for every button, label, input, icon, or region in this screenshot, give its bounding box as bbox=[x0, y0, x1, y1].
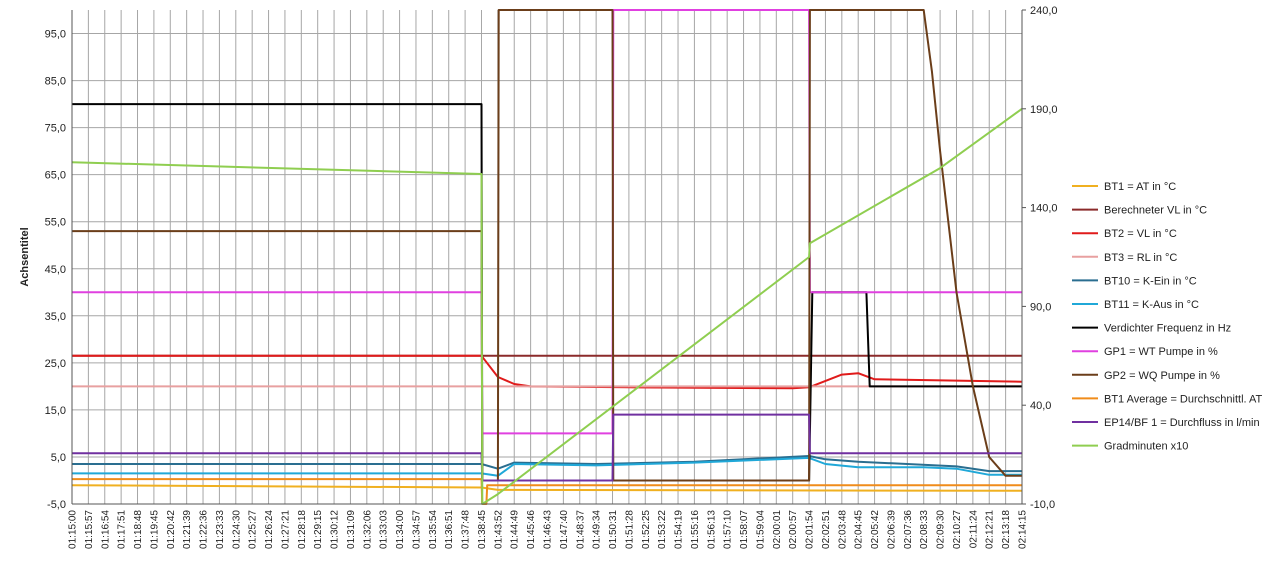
x-tick-label: 02:00:01 bbox=[772, 510, 783, 549]
x-tick-label: 02:00:57 bbox=[788, 510, 799, 549]
y-left-tick-label: 95,0 bbox=[45, 29, 66, 41]
x-tick-label: 01:35:54 bbox=[428, 510, 439, 549]
x-tick-label: 01:22:36 bbox=[199, 510, 210, 549]
axes: 95,0 85,0 75,0 65,0 55,0 45,0 35,0 25,0 15,0 5,0 -… bbox=[45, 5, 1058, 549]
y-right-tick-label: -10,0 bbox=[1030, 499, 1055, 511]
y-right-tick-label: 140,0 bbox=[1030, 203, 1058, 215]
x-tick-label: 01:53:22 bbox=[657, 510, 668, 549]
x-tick-label: 02:01:54 bbox=[805, 510, 816, 549]
x-tick-label: 01:47:40 bbox=[559, 510, 570, 549]
x-tick-label: 01:30:12 bbox=[330, 510, 341, 549]
y-right-tick-label: 190,0 bbox=[1030, 104, 1058, 116]
y-left-tick-label: 55,0 bbox=[45, 217, 66, 229]
x-tick-label: 01:32:06 bbox=[362, 510, 373, 549]
legend-label: Gradminuten x10 bbox=[1104, 441, 1188, 453]
x-tick-label: 01:58:07 bbox=[739, 510, 750, 549]
x-tick-label: 01:27:21 bbox=[280, 510, 291, 549]
x-tick-label: 01:57:10 bbox=[723, 510, 734, 549]
legend-label: EP14/BF 1 = Durchfluss in l/min bbox=[1104, 417, 1260, 429]
y-left-tick-label: 15,0 bbox=[45, 405, 66, 417]
series-line bbox=[72, 103, 1022, 482]
x-tick-label: 01:55:16 bbox=[690, 510, 701, 549]
x-tick-label: 02:10:27 bbox=[952, 510, 963, 549]
x-tick-label: 01:31:09 bbox=[346, 510, 357, 549]
x-tick-label: 01:34:57 bbox=[411, 510, 422, 549]
x-tick-label: 01:20:42 bbox=[166, 510, 177, 549]
y-left-tick-label: 45,0 bbox=[45, 264, 66, 276]
x-tick-label: 01:49:34 bbox=[592, 510, 603, 549]
y-left-tick-label: 65,0 bbox=[45, 170, 66, 182]
x-tick-label: 01:17:51 bbox=[117, 510, 128, 549]
x-tick-label: 01:33:03 bbox=[379, 510, 390, 549]
x-tick-label: 01:46:43 bbox=[543, 510, 554, 549]
x-tick-label: 02:08:33 bbox=[919, 510, 930, 549]
x-tick-label: 01:15:00 bbox=[68, 510, 79, 549]
x-tick-label: 01:15:57 bbox=[84, 510, 95, 549]
x-tick-label: 01:54:19 bbox=[674, 510, 685, 549]
x-tick-label: 01:45:46 bbox=[526, 510, 537, 549]
legend-label: BT10 = K-Ein in °C bbox=[1104, 275, 1197, 287]
x-tick-label: 01:51:28 bbox=[624, 510, 635, 549]
x-tick-label: 02:12:21 bbox=[985, 510, 996, 549]
x-tick-label: 01:50:31 bbox=[608, 510, 619, 549]
y-right-tick-label: 40,0 bbox=[1030, 400, 1051, 412]
x-tick-label: 01:25:27 bbox=[248, 510, 259, 549]
x-tick-label: 01:36:51 bbox=[444, 510, 455, 549]
x-tick-label: 02:14:15 bbox=[1018, 510, 1029, 549]
x-tick-label: 01:28:18 bbox=[297, 510, 308, 549]
series-line bbox=[72, 455, 1022, 473]
legend-label: Berechneter VL in °C bbox=[1104, 205, 1207, 217]
x-tick-label: 02:04:45 bbox=[854, 510, 865, 549]
x-tick-label: 02:11:24 bbox=[968, 510, 979, 549]
series-line bbox=[72, 354, 1023, 390]
legend-label: BT3 = RL in °C bbox=[1104, 252, 1177, 264]
x-tick-label: 01:29:15 bbox=[313, 510, 324, 549]
legend-label: GP1 = WT Pumpe in % bbox=[1104, 346, 1218, 358]
legend-label: BT1 = AT in °C bbox=[1104, 181, 1176, 193]
legend-label: BT11 = K-Aus in °C bbox=[1104, 299, 1199, 311]
x-tick-label: 01:34:00 bbox=[395, 510, 406, 549]
y-right-tick-label: 90,0 bbox=[1030, 301, 1051, 313]
x-tick-label: 01:38:45 bbox=[477, 510, 488, 549]
y-left-tick-label: 5,0 bbox=[51, 452, 66, 464]
x-tick-label: 01:19:45 bbox=[149, 510, 160, 549]
x-tick-label: 01:23:33 bbox=[215, 510, 226, 549]
x-tick-label: 01:52:25 bbox=[641, 510, 652, 549]
x-tick-label: 01:44:49 bbox=[510, 510, 521, 549]
series-layer bbox=[71, 9, 1023, 505]
x-tick-label: 01:48:37 bbox=[575, 510, 586, 549]
x-tick-label: 02:13:18 bbox=[1001, 510, 1012, 549]
legend-label: GP2 = WQ Pumpe in % bbox=[1104, 370, 1220, 382]
y-left-tick-label: 75,0 bbox=[45, 123, 66, 135]
y-axis-label: Achsentitel bbox=[19, 227, 31, 286]
x-tick-label: 01:59:04 bbox=[755, 510, 766, 549]
x-tick-label: 02:05:42 bbox=[870, 510, 881, 549]
x-tick-label: 01:26:24 bbox=[264, 510, 275, 549]
y-left-tick-label: 85,0 bbox=[45, 76, 66, 88]
x-tick-label: 01:16:54 bbox=[100, 510, 111, 549]
x-tick-label: 02:07:36 bbox=[903, 510, 914, 549]
legend-label: Verdichter Frequenz in Hz bbox=[1104, 323, 1231, 335]
y-left-tick-label: 25,0 bbox=[45, 358, 66, 370]
x-tick-label: 01:21:39 bbox=[182, 510, 193, 549]
x-tick-label: 01:43:52 bbox=[493, 510, 504, 549]
legend: BT1 = AT in °C Berechneter VL in °C BT2 = … bbox=[1072, 181, 1263, 453]
x-tick-label: 02:09:30 bbox=[936, 510, 947, 549]
y-right-tick-label: 240,0 bbox=[1030, 5, 1058, 17]
legend-label: BT1 Average = Durchschnittl. AT bbox=[1104, 393, 1263, 405]
legend-label: BT2 = VL in °C bbox=[1104, 228, 1177, 240]
y-left-tick-label: 35,0 bbox=[45, 311, 66, 323]
x-tick-label: 02:06:39 bbox=[886, 510, 897, 549]
series-line bbox=[71, 484, 1023, 492]
x-tick-label: 02:02:51 bbox=[821, 510, 832, 549]
x-tick-label: 02:03:48 bbox=[837, 510, 848, 549]
x-tick-label: 01:37:48 bbox=[461, 510, 472, 549]
x-tick-label: 01:18:48 bbox=[133, 510, 144, 549]
x-tick-label: 01:24:30 bbox=[231, 510, 242, 549]
y-left-tick-label: -5,0 bbox=[47, 499, 66, 511]
series-line bbox=[71, 107, 1023, 505]
x-tick-label: 01:56:13 bbox=[706, 510, 717, 549]
